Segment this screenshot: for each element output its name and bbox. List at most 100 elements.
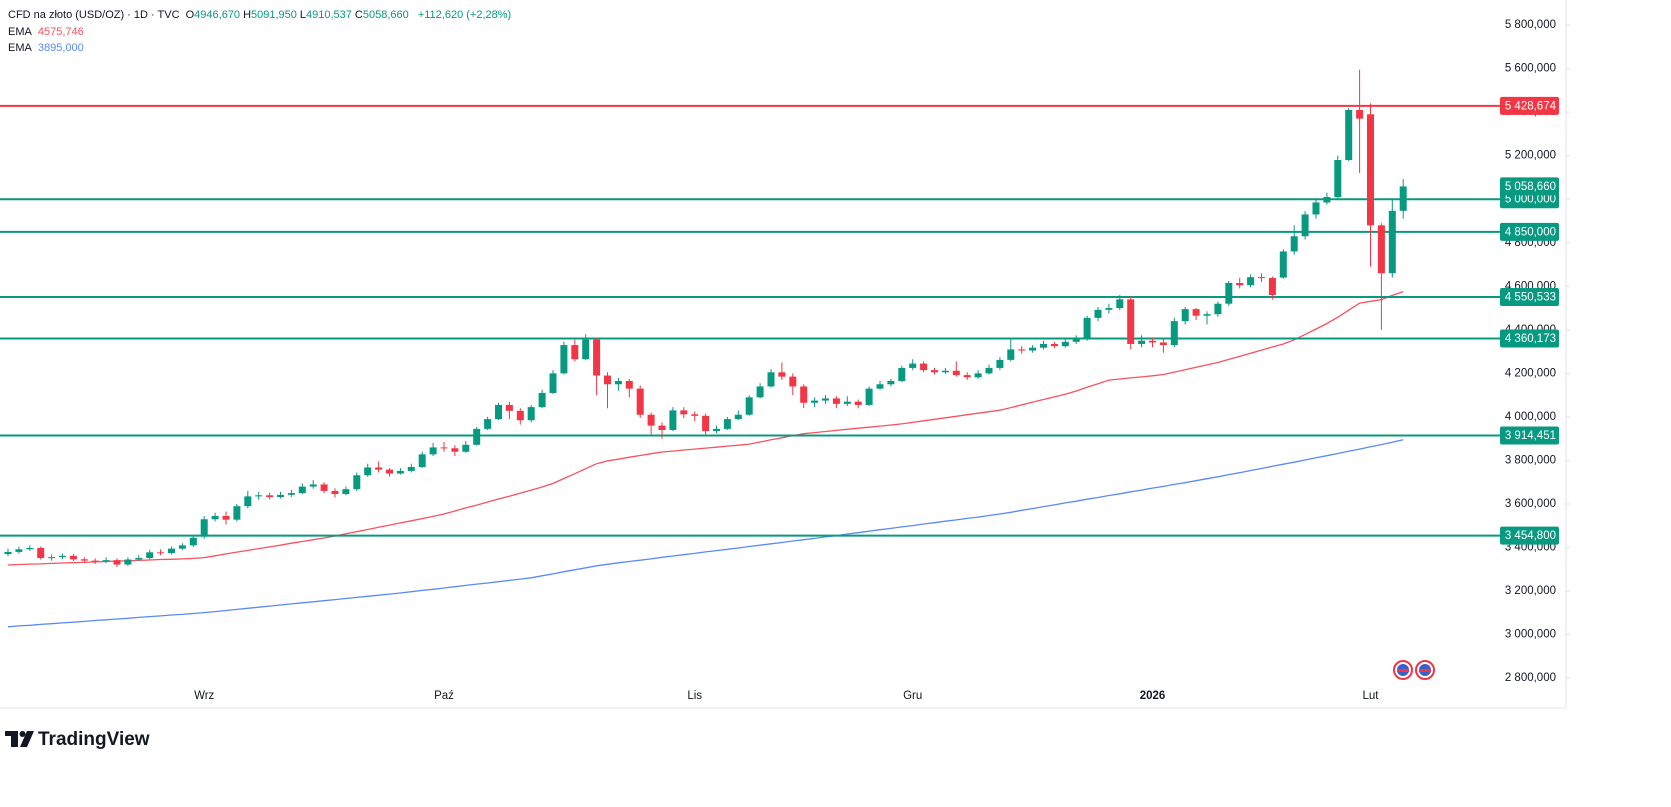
ema-legend: EMA 4575,746 <box>8 26 87 38</box>
candle-body <box>1170 321 1178 346</box>
candle-body <box>48 557 56 559</box>
ema-line <box>7 290 1404 566</box>
candle-body <box>396 470 404 474</box>
candle-body <box>1290 236 1298 252</box>
level-label-box <box>1500 222 1559 241</box>
candle-body <box>178 545 186 549</box>
candle-body <box>157 552 165 554</box>
y-tick-label: 5 800,000 <box>1505 19 1556 31</box>
candle-body <box>124 559 132 565</box>
candle-body <box>560 345 568 374</box>
brand: TradingView <box>38 729 150 750</box>
ohlc-value: 4910,537 <box>306 9 352 21</box>
candle-body <box>1018 349 1026 351</box>
candle-body <box>462 444 470 452</box>
candle-body <box>1323 197 1331 203</box>
candle-body <box>1061 341 1069 347</box>
candle-body <box>287 493 295 495</box>
candle-body <box>407 466 415 471</box>
candle-body <box>941 370 949 373</box>
candle-body <box>876 384 884 389</box>
x-tick-label: Gru <box>903 690 922 702</box>
last-price-label: 5 058,660 <box>1505 181 1556 193</box>
candle-body <box>1072 338 1080 342</box>
level-label-box <box>1500 329 1559 348</box>
level-label-box <box>1500 426 1559 445</box>
candle-body <box>102 560 110 562</box>
candle-body <box>364 467 372 476</box>
candle-body <box>985 367 993 374</box>
level-label: 3 454,800 <box>1505 530 1556 542</box>
candle-body <box>1214 303 1222 315</box>
candle-body <box>200 519 208 537</box>
candle-body <box>135 557 143 560</box>
ohlc-value: 5058,660 <box>362 9 409 21</box>
candle-body <box>680 410 688 415</box>
candle-body <box>538 392 546 408</box>
candle-body <box>4 551 12 555</box>
x-tick-label: Lis <box>687 690 702 702</box>
change: +112,620 (+2,28%) <box>417 9 512 21</box>
last-price-label-box <box>1500 177 1559 196</box>
candle-body <box>854 401 862 405</box>
candle-body <box>375 467 383 470</box>
level-label: 4 360,173 <box>1505 333 1556 345</box>
candle-body <box>353 475 361 490</box>
level-label-box <box>1500 526 1559 545</box>
candle-body <box>593 339 601 376</box>
candle-body <box>15 549 23 552</box>
candle-body <box>996 359 1004 368</box>
y-tick-label: 3 200,000 <box>1505 585 1556 597</box>
candle-body <box>811 400 819 403</box>
candle-body <box>713 428 720 432</box>
ohlc-value: 5091,950 <box>251 9 297 21</box>
candle-body <box>1377 225 1385 274</box>
candle-body <box>429 447 437 455</box>
candle-body <box>974 373 982 378</box>
candle-body <box>582 339 590 360</box>
candle-body <box>1301 214 1309 237</box>
candle-body <box>69 555 77 560</box>
candle-body <box>1388 210 1396 274</box>
y-tick-label: 5 200,000 <box>1505 150 1556 162</box>
candle-body <box>1040 343 1047 348</box>
candle-body <box>625 380 633 389</box>
candle-body <box>669 410 677 430</box>
candle-body <box>1007 349 1015 360</box>
candle-body <box>920 363 928 371</box>
candle-body <box>386 469 393 474</box>
x-tick-label: Wrz <box>194 690 214 702</box>
candle-body <box>604 375 611 385</box>
candle-body <box>745 397 753 415</box>
candle-body <box>887 380 895 385</box>
candle-body <box>832 398 840 404</box>
candle-body <box>211 515 219 520</box>
ema-name: EMA <box>8 42 32 54</box>
ema-value: 3895,000 <box>37 42 84 54</box>
candle-body <box>1312 202 1320 215</box>
candle-body <box>331 490 339 494</box>
candle-body <box>309 484 317 487</box>
y-tick-label: 4 000,000 <box>1505 411 1556 423</box>
candle-body <box>473 428 481 445</box>
candle-body <box>571 345 579 360</box>
candle-body <box>320 484 328 491</box>
candle-body <box>734 414 742 420</box>
candle-body <box>1399 186 1407 211</box>
candle-body <box>37 547 45 558</box>
candle-body <box>778 372 786 377</box>
candle-body <box>189 537 197 546</box>
level-label-box <box>1500 288 1559 307</box>
candle-body <box>1094 309 1102 318</box>
candle-body <box>505 404 513 411</box>
y-tick-label: 5 600,000 <box>1505 63 1556 75</box>
candle-body <box>1127 299 1135 344</box>
x-tick-label: 2026 <box>1140 690 1166 702</box>
candle-body <box>952 370 960 376</box>
level-label: 4 850,000 <box>1505 226 1556 238</box>
candle-body <box>1279 251 1287 278</box>
level-label: 4 550,533 <box>1505 292 1556 304</box>
candle-body <box>789 376 797 387</box>
candle-body <box>1236 283 1244 286</box>
